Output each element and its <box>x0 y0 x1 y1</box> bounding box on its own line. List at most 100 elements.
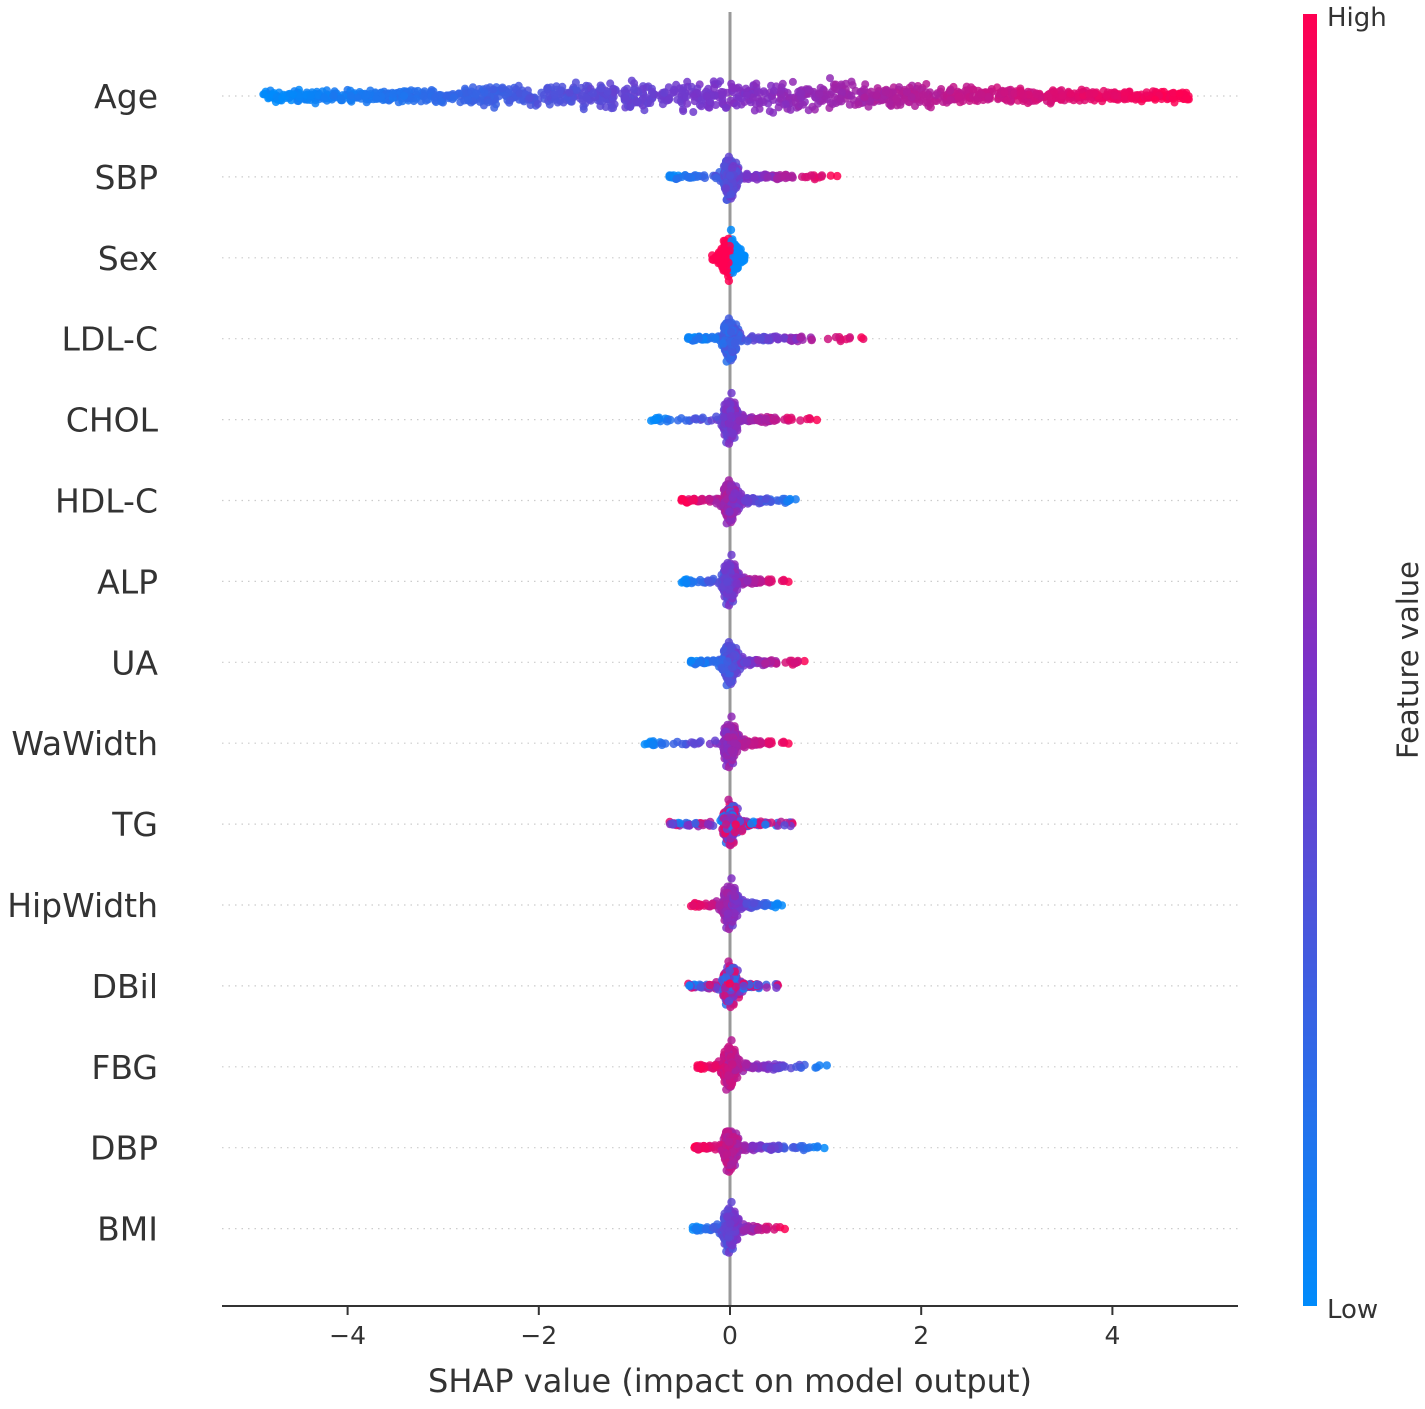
shap-point <box>1014 97 1022 105</box>
shap-point <box>807 336 815 344</box>
shap-point <box>757 335 765 343</box>
shap-point <box>723 657 731 665</box>
shap-point <box>808 103 816 111</box>
feature-points-wawidth <box>641 713 793 772</box>
shap-point <box>777 87 785 95</box>
shap-point <box>1176 90 1184 98</box>
shap-point <box>717 664 725 672</box>
shap-point <box>732 264 740 272</box>
shap-point <box>978 91 986 99</box>
shap-point <box>762 415 770 423</box>
shap-point <box>727 412 735 420</box>
shap-point <box>798 90 806 98</box>
shap-point <box>579 97 587 105</box>
shap-point <box>873 92 881 100</box>
shap-point <box>861 80 869 88</box>
shap-point <box>751 173 759 181</box>
shap-point <box>721 566 729 574</box>
shap-point <box>711 737 719 745</box>
shap-point <box>770 87 778 95</box>
shap-point <box>908 93 916 101</box>
shap-point <box>347 92 355 100</box>
shap-point <box>712 101 720 109</box>
shap-point <box>1185 95 1193 103</box>
shap-point <box>807 171 815 179</box>
shap-point <box>700 171 708 179</box>
shap-point <box>589 89 597 97</box>
shap-point <box>665 171 673 179</box>
shap-point <box>932 91 940 99</box>
shap-point <box>1103 92 1111 100</box>
shap-point <box>729 429 737 437</box>
shap-point <box>946 87 954 95</box>
shap-point <box>725 420 733 428</box>
shap-point <box>679 107 687 115</box>
shap-point <box>673 96 681 104</box>
shap-point <box>1110 92 1118 100</box>
feature-points-sex <box>708 226 749 285</box>
shap-point <box>736 417 744 425</box>
shap-point <box>789 78 797 86</box>
shap-point <box>743 91 751 99</box>
shap-point <box>534 100 542 108</box>
shap-point <box>719 339 727 347</box>
shap-point <box>678 740 686 748</box>
shap-point <box>755 499 763 507</box>
shap-point <box>688 83 696 91</box>
shap-point <box>543 85 551 93</box>
shap-point <box>725 585 733 593</box>
feature-points-ldl-c <box>684 314 868 365</box>
shap-point <box>824 335 832 343</box>
shap-point <box>773 174 781 182</box>
shap-point <box>464 96 472 104</box>
shap-point <box>911 102 919 110</box>
shap-point <box>725 277 733 285</box>
shap-point <box>733 579 741 587</box>
shap-point <box>837 95 845 103</box>
shap-point <box>741 496 749 504</box>
shap-point <box>621 94 629 102</box>
shap-point <box>296 94 304 102</box>
shap-point <box>919 91 927 99</box>
shap-point <box>788 416 796 424</box>
shap-point <box>743 658 751 666</box>
shap-point <box>684 333 692 341</box>
shap-point <box>372 95 380 103</box>
shap-point <box>846 333 854 341</box>
shap-point <box>678 495 686 503</box>
shap-point <box>727 226 735 234</box>
shap-point <box>720 162 728 170</box>
shap-point <box>658 739 666 747</box>
feature-points-hdl-c <box>677 476 800 527</box>
shap-point <box>861 93 869 101</box>
shap-point <box>690 415 698 423</box>
feature-points-age <box>259 74 1193 117</box>
shap-point <box>760 87 768 95</box>
shap-point <box>719 91 727 99</box>
shap-point <box>450 94 458 102</box>
shap-point <box>456 98 464 106</box>
shap-point <box>817 84 825 92</box>
shap-point <box>826 74 834 82</box>
shap-point <box>695 334 703 342</box>
shap-point <box>752 80 760 88</box>
shap-point <box>389 90 397 98</box>
shap-point <box>688 496 696 504</box>
feature-points-tg <box>666 796 797 850</box>
beeswarm-points <box>259 74 1193 1257</box>
shap-point <box>712 413 720 421</box>
shap-point <box>480 88 488 96</box>
shap-point <box>321 94 329 102</box>
shap-point <box>722 184 730 192</box>
shap-point <box>650 416 658 424</box>
shap-point <box>682 416 690 424</box>
shap-point <box>947 96 955 104</box>
shap-point <box>782 100 790 108</box>
shap-point <box>885 100 893 108</box>
shap-point <box>733 254 741 262</box>
shap-point <box>691 97 699 105</box>
shap-point <box>711 334 719 342</box>
shap-point <box>849 81 857 89</box>
shap-point <box>721 252 729 260</box>
